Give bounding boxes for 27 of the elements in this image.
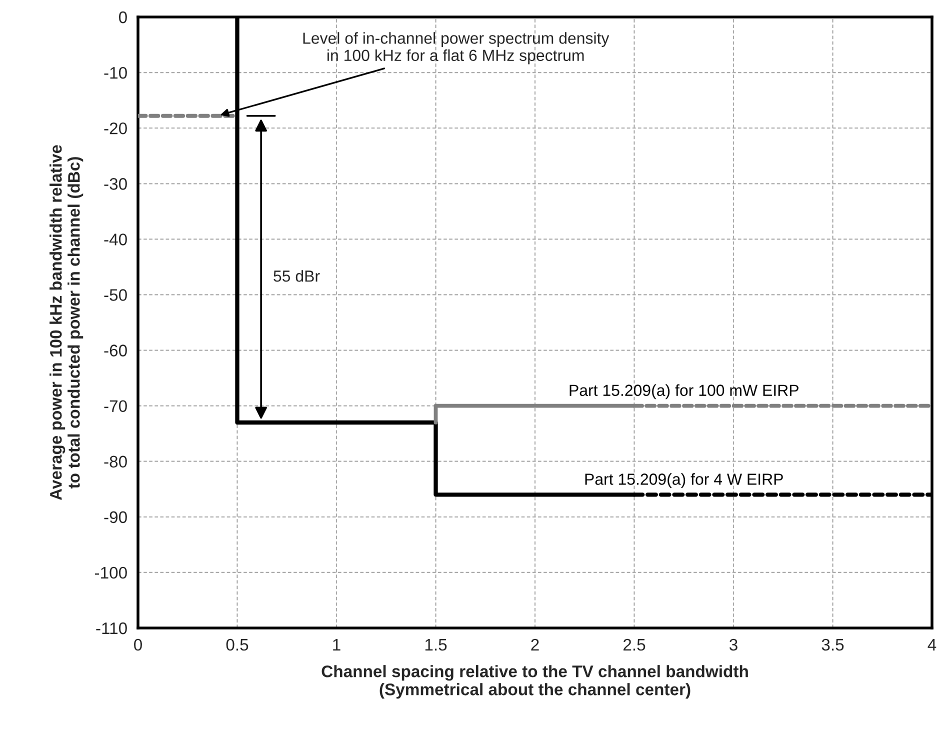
x-tick-label: 2	[531, 638, 539, 650]
x-tick-label: 1.5	[425, 639, 447, 651]
annotation: Level of in-channel power spectrum density in 100 kHz for a flat 6 MHz spectrum	[303, 32, 610, 64]
y-tick-label: -100	[94, 566, 127, 579]
series-label: Part 15.209(a) for 100 mW EIRP	[570, 384, 798, 400]
y-tick-label: -50	[104, 289, 127, 301]
x-axis-title: Channel spacing relative to the TV channel bandwidth (Symmetrical about the channel center)	[322, 665, 748, 699]
x-tick-label: 2.5	[624, 638, 646, 651]
x-tick-label: 0	[134, 638, 142, 651]
x-tick-label: 4	[928, 639, 936, 650]
y-tick-label: -70	[104, 400, 127, 412]
x-tick-label: 1	[333, 639, 340, 650]
y-tick-label: -40	[104, 234, 127, 246]
y-tick-label: -30	[104, 178, 127, 190]
y-axis-title: Average power in 100 kHz bandwidth relative to total conducted power in channel (dBc)	[50, 145, 84, 500]
y-tick-label: -60	[104, 344, 127, 356]
x-tick-label: 0.5	[226, 638, 248, 651]
y-tick-label: 0	[118, 11, 127, 24]
y-tick-label: -90	[104, 511, 127, 524]
x-tick-label: 3.5	[822, 638, 844, 651]
y-tick-label: -110	[96, 622, 127, 634]
series-label: Part 15.209(a) for 4 W EIRP	[585, 473, 783, 488]
x-tick-label: 3	[730, 638, 738, 651]
y-tick-label: -80	[104, 456, 127, 468]
y-tick-label: -20	[104, 122, 127, 134]
y-tick-label: -10	[104, 66, 127, 79]
annotation: 55 dBr	[274, 270, 320, 282]
